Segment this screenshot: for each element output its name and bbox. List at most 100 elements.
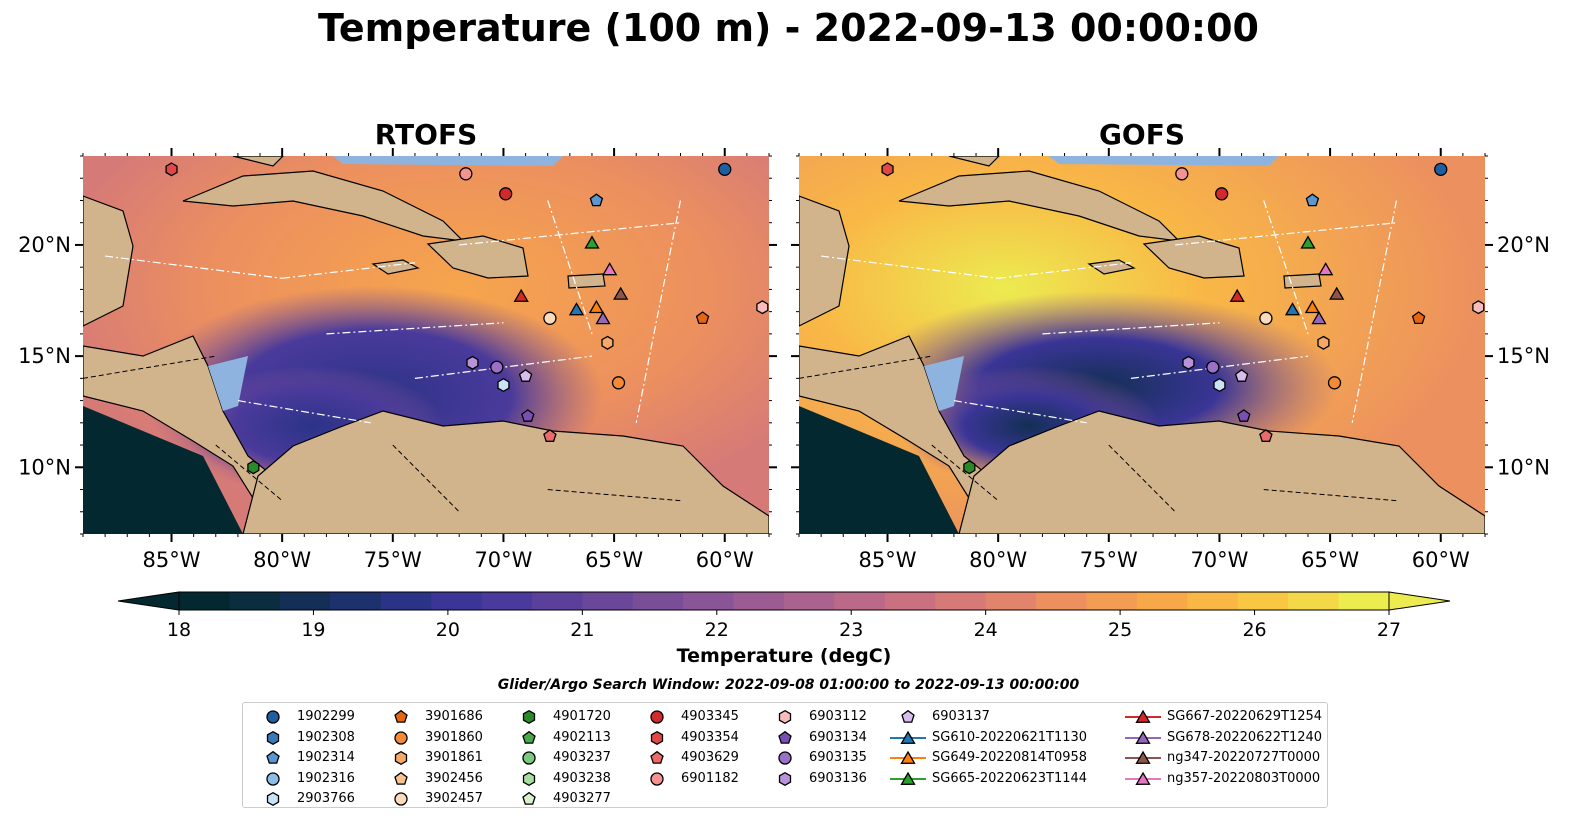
colorbar-label: Temperature (degC) [676,645,892,667]
legend-label: 3901686 [425,709,483,724]
eez-boundary [459,222,681,246]
colorbar-tick-label: 25 [1108,619,1132,641]
legend-marker [1135,709,1151,723]
legend-marker [266,751,280,764]
shelf-nicaragua [208,356,248,411]
marker-4903345 [1215,187,1229,201]
colorbar-segment [1036,592,1087,610]
legend-marker [1135,771,1151,785]
legend-marker [778,771,792,786]
figure-title: Temperature (100 m) - 2022-09-13 00:00:0… [317,6,1259,50]
country-border [83,355,216,379]
legend-marker [394,751,408,766]
colorbar-segment [784,592,835,610]
legend-label: 6903134 [809,729,867,745]
legend-label: 6903135 [809,750,867,766]
y-tick-label: 15°N [1497,344,1550,368]
colorbar-segment [279,592,331,610]
marker-6903135 [490,360,504,374]
eez-boundary [1263,200,1309,335]
colorbar-segment [481,592,533,610]
land-puerto-rico [567,273,606,289]
legend-marker [900,771,916,785]
legend-marker [522,709,536,725]
legend-marker [650,772,664,786]
marker-6903112 [1472,300,1485,315]
legend-label: 6903136 [809,770,867,786]
colorbar-segment [935,592,987,610]
x-tick-label: 80°W [253,548,311,572]
legend-marker [394,730,408,745]
marker-3901861 [601,335,614,350]
marker-sg649-20220814t0958 [1304,299,1321,314]
shelf-nicaragua [924,356,964,411]
map-panel-gofs [799,156,1485,534]
legend-marker [266,772,280,786]
country-border [215,444,283,502]
legend-label: 1902316 [297,770,355,786]
country-border [931,444,999,502]
eez-boundary [821,255,999,279]
colorbar-tick-label: 20 [436,619,460,641]
land-florida [232,156,284,167]
marker-4903345 [499,187,513,201]
marker-6903112 [756,300,769,315]
marker-3902457 [543,311,557,325]
marker-4903629 [543,429,557,442]
x-tick-label: 65°W [1301,548,1359,572]
legend-marker [1135,750,1151,765]
land-jamaica [1087,259,1136,275]
legend-label: 6903112 [809,709,867,724]
x-tick-label: 75°W [1080,548,1138,572]
legend-label: 4903629 [681,750,739,766]
legend-marker [650,730,664,745]
marker-1902299 [718,162,732,176]
legend-label: SG678-20220622T1240 [1167,729,1323,745]
marker-ng347-20220727t0000 [613,286,629,300]
colorbar-tick-label: 27 [1377,619,1401,641]
legend-label: SG610-20220621T1130 [932,729,1088,745]
colorbar-segment [1237,592,1289,610]
country-border [547,489,681,502]
eez-boundary [282,262,416,279]
search-window-text: Glider/Argo Search Window: 2022-09-08 01… [497,677,1080,693]
colorbar-segment [330,592,382,610]
legend: 1902299 1902308 1902314 1902316 2903766 39016… [242,702,1328,808]
shelf-bahamas [333,156,563,166]
colorbar-extend-high [1388,591,1451,611]
x-tick-label: 75°W [364,548,422,572]
marker-3901860 [611,376,626,390]
pacific-region [799,406,959,534]
marker-sg678-20220622t1240 [1311,310,1327,325]
legend-marker [900,750,916,765]
legend-marker [1135,730,1151,744]
legend-marker [522,751,536,765]
colorbar-segment [1086,592,1138,610]
land-south-america [958,410,1485,534]
colorbar-segment [1187,592,1239,610]
marker-sg667-20220629t1254 [513,288,529,302]
x-tick-label: 70°W [474,548,532,572]
legend-label: 1902308 [297,729,355,745]
legend-label: 6901182 [681,770,739,786]
marker-1902299 [1434,162,1448,176]
marker-3902457 [1259,311,1273,325]
marker-sg610-20220621t1130 [1284,302,1301,316]
y-tick-label: 20°N [1497,233,1550,257]
legend-marker [266,792,280,807]
legend-marker [778,730,792,744]
marker-4903354 [881,162,894,177]
colorbar-segment [380,592,432,610]
marker-4903629 [1259,429,1273,442]
axes-rtofs: 85°W 80°W 75°W 70°W 65°W 60°W 10°N 15°N 20°N [18,148,777,572]
legend-label: 4903237 [553,750,611,766]
x-tick-label: 80°W [969,548,1027,572]
colorbar-segment [632,592,684,610]
marker-sg665-20220623t1144 [1300,235,1316,249]
panel-title-gofs: GOFS [1098,118,1186,151]
x-tick-label: 60°W [1412,548,1470,572]
colorbar-segment [834,592,886,610]
marker-4901720 [247,460,260,475]
marker-ng357-20220803t0000 [1318,262,1334,276]
panel-title-rtofs: RTOFS [374,118,478,151]
